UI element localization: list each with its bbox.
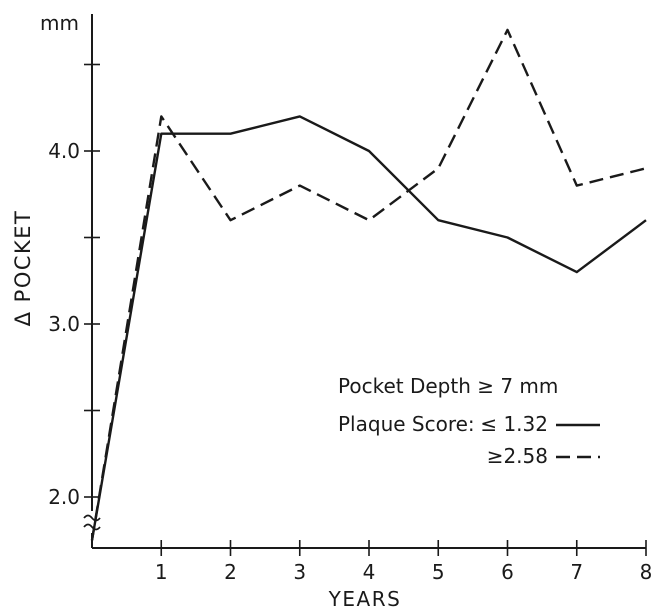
y-tick-label: 2.0 — [48, 485, 80, 509]
x-tick-label: 3 — [293, 560, 306, 584]
series-layer — [90, 28, 647, 541]
x-tick-label: 5 — [432, 560, 445, 584]
x-tick-label: 2 — [224, 560, 237, 584]
x-axis-title: YEARS — [328, 587, 402, 611]
x-tick-label: 8 — [640, 560, 653, 584]
legend-title: Pocket Depth ≥ 7 mm — [338, 374, 558, 398]
legend-subtitle: Plaque Score: — [338, 412, 475, 436]
y-tick-label: 4.0 — [48, 139, 80, 163]
x-tick-label: 1 — [155, 560, 168, 584]
series-line-dashed — [90, 28, 647, 541]
x-ticks: 1 2 3 4 5 6 7 8 — [155, 540, 652, 584]
legend-label-solid: ≤ 1.32 — [480, 412, 548, 436]
y-unit-label: mm — [40, 11, 79, 35]
legend: Pocket Depth ≥ 7 mm Plaque Score: ≤ 1.32… — [338, 374, 600, 468]
y-tick-label: 3.0 — [48, 312, 80, 336]
y-axis-title: Δ POCKET — [11, 210, 35, 327]
x-tick-label: 7 — [570, 560, 583, 584]
y-ticks: 2.0 3.0 4.0 — [48, 63, 100, 509]
legend-label-dashed: ≥2.58 — [487, 444, 548, 468]
series-line-solid — [90, 115, 647, 541]
x-tick-label: 4 — [363, 560, 376, 584]
x-tick-label: 6 — [501, 560, 514, 584]
